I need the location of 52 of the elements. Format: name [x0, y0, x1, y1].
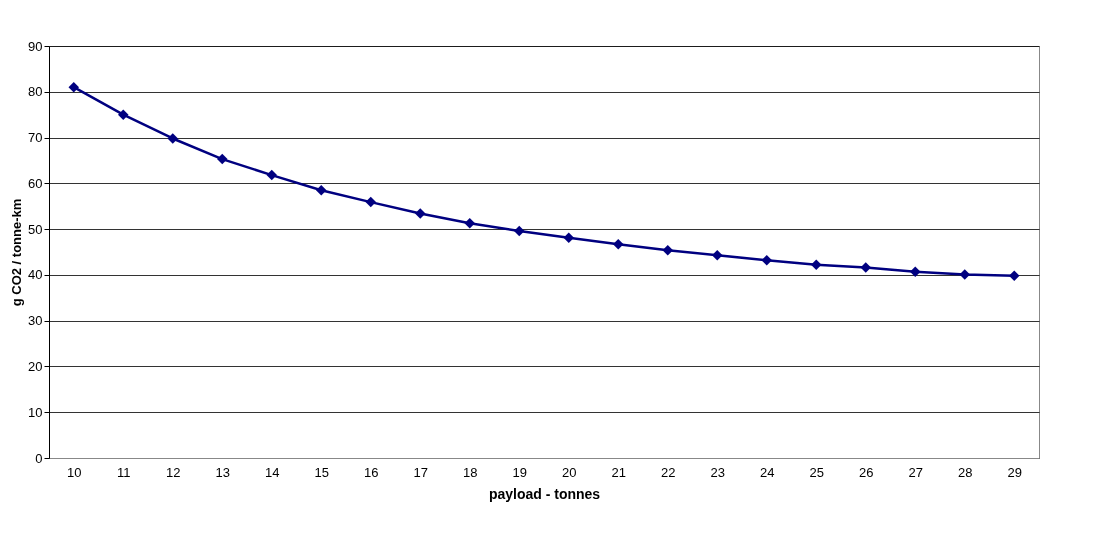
point [1009, 270, 1020, 282]
point [266, 169, 277, 181]
y-axis-title: g CO2 / tonne-km [9, 198, 25, 307]
point [217, 153, 228, 165]
point [662, 244, 673, 256]
point [712, 249, 723, 261]
x-tick-label: 15 [314, 464, 329, 480]
x-tick-label: 23 [710, 464, 725, 480]
x-tick-label: 29 [1007, 464, 1022, 480]
y-tick-label: 40 [28, 267, 43, 283]
x-tick-label: 22 [661, 464, 676, 480]
point [811, 259, 822, 271]
x-axis-title: payload - tonnes [488, 485, 601, 502]
point [613, 238, 624, 250]
y-tick-label: 60 [28, 175, 43, 191]
y-tick-label: 70 [28, 130, 43, 146]
x-tick-label: 27 [908, 464, 923, 480]
y-tick-label: 50 [28, 221, 43, 237]
x-tick-label: 17 [413, 464, 428, 480]
x-tick-label: 25 [809, 464, 824, 480]
x-tick-label: 19 [512, 464, 527, 480]
y-tick-label: 10 [28, 404, 43, 420]
x-tick-label: 24 [760, 464, 775, 480]
point [761, 255, 772, 266]
point [316, 184, 327, 196]
x-tick-label: 13 [215, 464, 230, 480]
point [860, 262, 871, 273]
x-tick-label: 28 [958, 464, 973, 480]
point [959, 269, 970, 280]
point [563, 232, 574, 244]
x-tick-label: 14 [265, 464, 280, 480]
point [514, 225, 525, 237]
x-tick-label: 26 [859, 464, 874, 480]
y-tick-label: 80 [28, 84, 43, 100]
point [118, 109, 129, 120]
y-tick-label: 30 [28, 313, 43, 329]
y-tick-label: 90 [28, 38, 43, 54]
point [68, 81, 79, 93]
point [910, 266, 921, 277]
y-tick-label: 0 [35, 450, 43, 466]
x-tick-label: 11 [117, 464, 131, 480]
point [365, 196, 376, 208]
x-tick-label: 18 [463, 464, 478, 480]
y-tick-label: 20 [28, 358, 43, 374]
x-tick-label: 20 [562, 464, 577, 480]
x-tick-label: 16 [364, 464, 379, 480]
x-tick-label: 21 [611, 464, 626, 480]
x-tick-label: 12 [166, 464, 181, 480]
point [415, 208, 426, 219]
point [464, 217, 475, 229]
point [167, 133, 178, 144]
x-tick-label: 10 [67, 464, 82, 480]
